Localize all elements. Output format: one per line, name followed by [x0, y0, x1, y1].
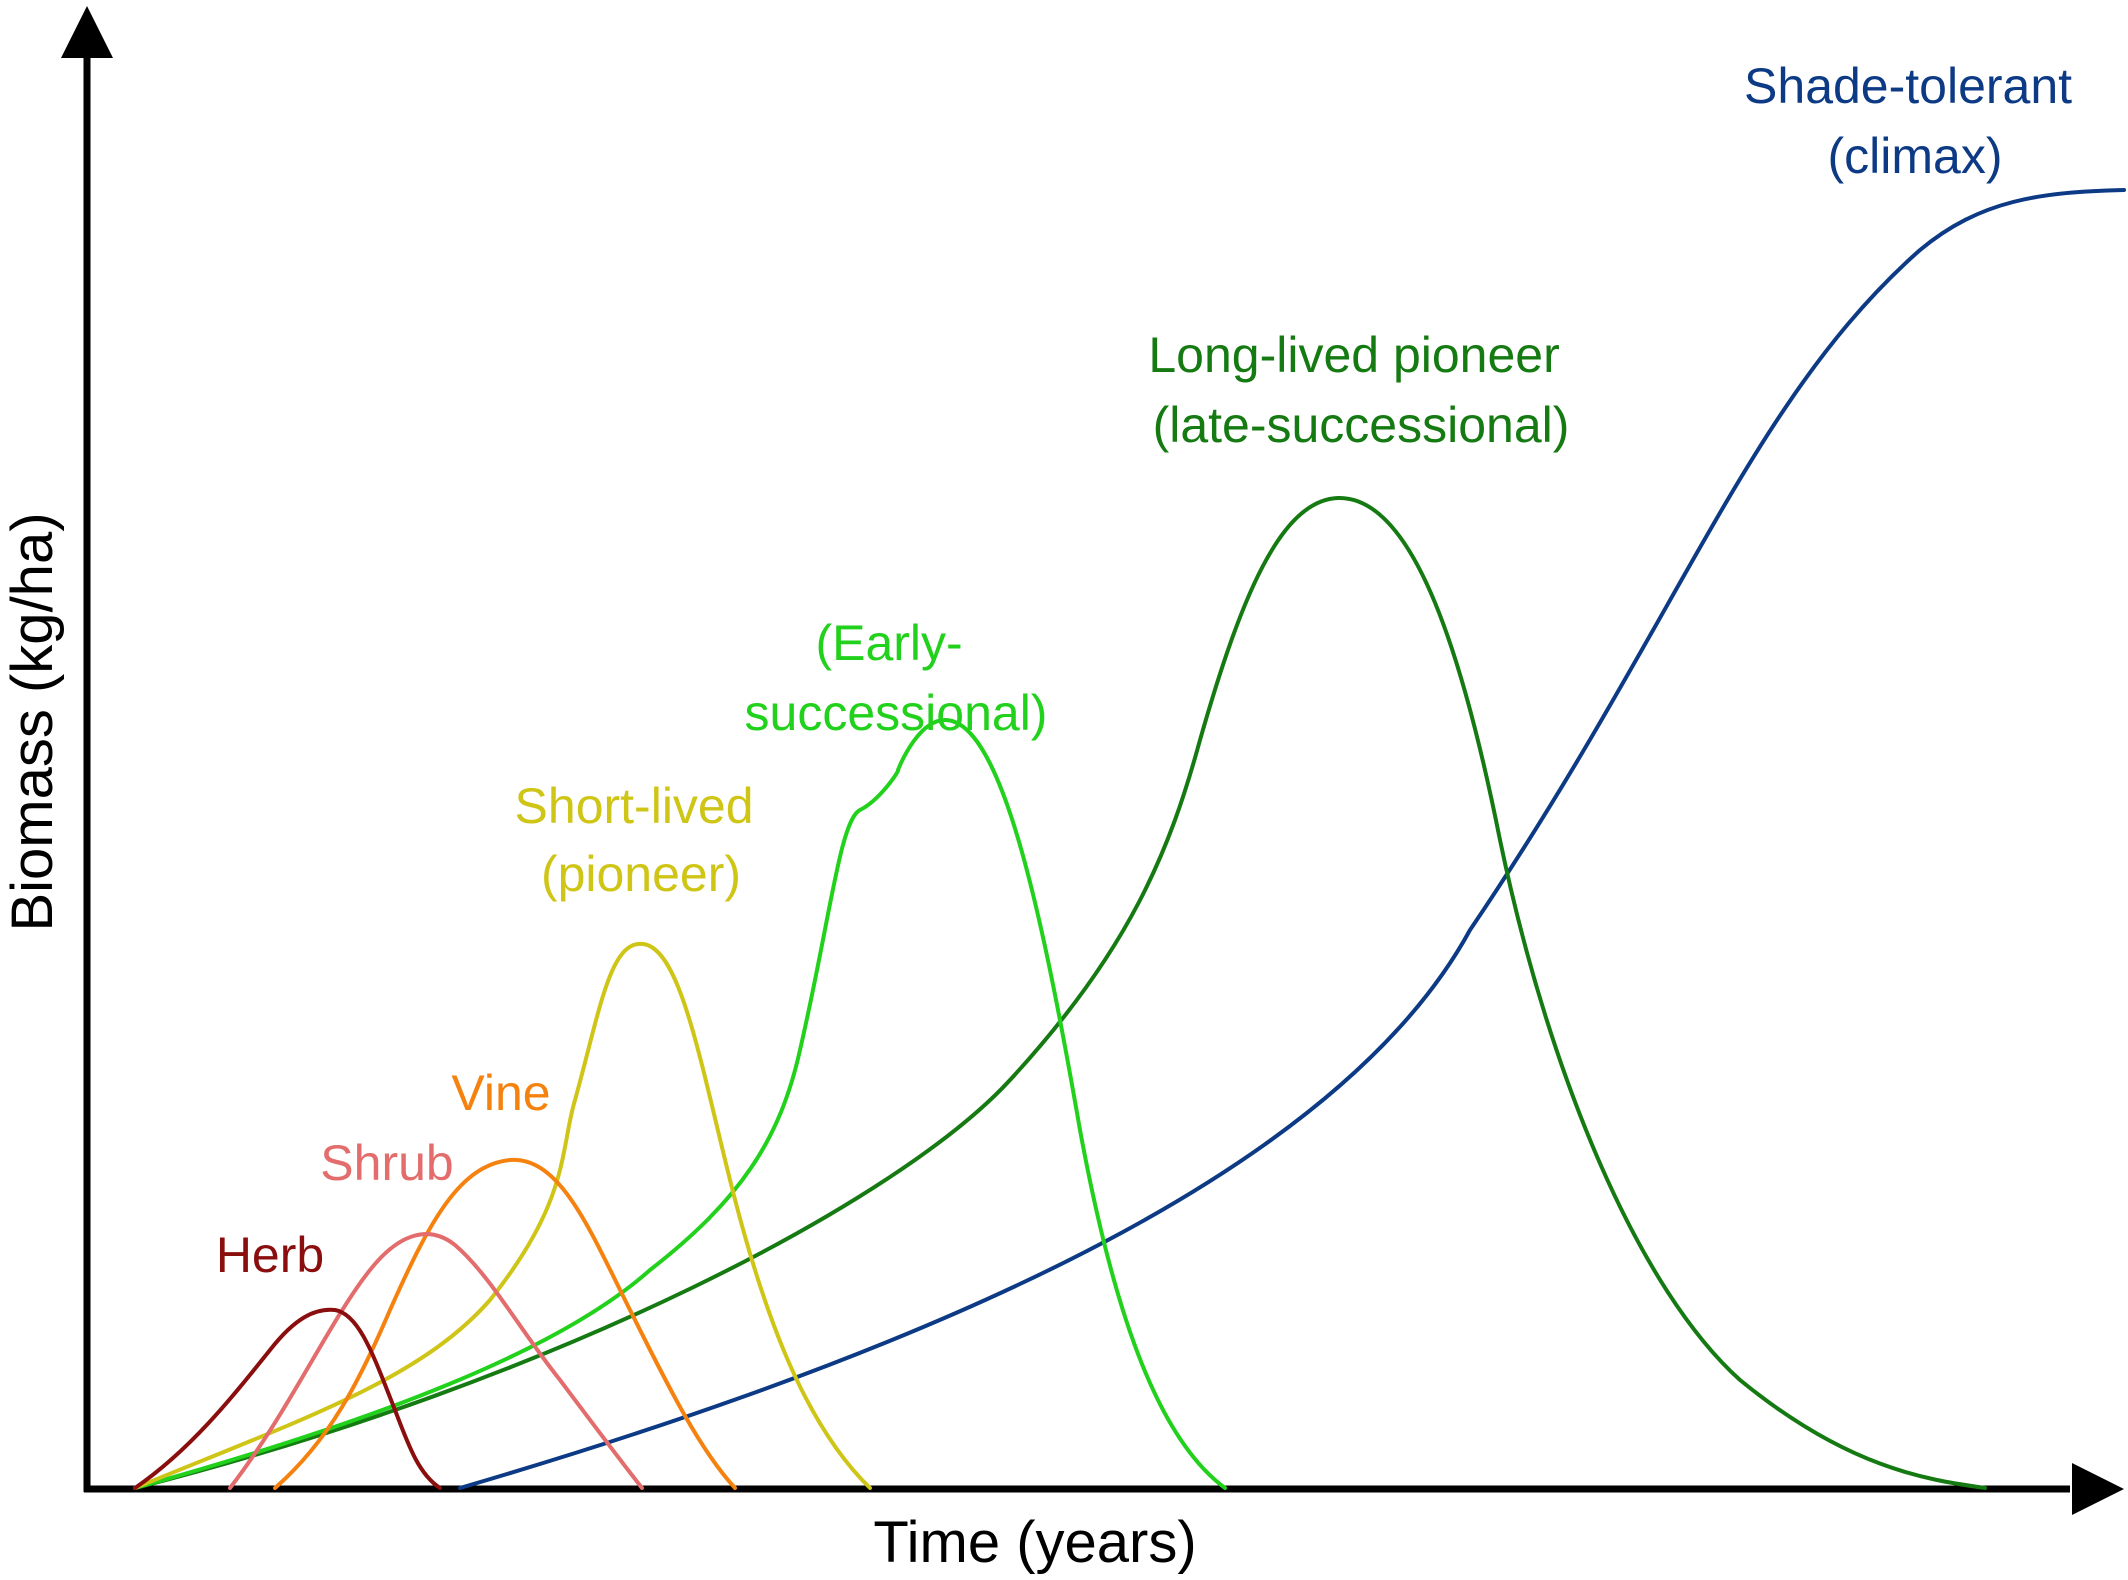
- shade-tolerant-label: Shade-tolerant (climax): [1744, 58, 2086, 184]
- early-successional-curve: [133, 718, 1227, 1490]
- x-axis-title: Time (years): [873, 1510, 1196, 1575]
- shade-tolerant-curve: [458, 188, 2126, 1490]
- series-labels: Herb Shrub Vine Short-lived (pioneer) (E…: [216, 58, 2086, 1283]
- short-lived-label: Short-lived (pioneer): [515, 778, 768, 902]
- axes: [61, 6, 2124, 1515]
- y-axis-title: Biomass (kg/ha): [0, 512, 65, 931]
- shrub-curve: [228, 1232, 644, 1490]
- herb-label: Herb: [216, 1227, 324, 1283]
- long-lived-pioneer-label: Long-lived pioneer (late-successional): [1148, 327, 1573, 453]
- vine-curve: [273, 1157, 737, 1490]
- x-axis-arrow: [2072, 1463, 2124, 1515]
- early-successional-label: (Early- successional): [745, 615, 1048, 741]
- vine-label: Vine: [451, 1065, 550, 1121]
- long-lived-pioneer-curve: [133, 495, 1987, 1490]
- herb-curve: [133, 1307, 442, 1490]
- shrub-label: Shrub: [320, 1135, 453, 1191]
- short-lived-pioneer-curve: [133, 941, 872, 1490]
- curves: [133, 188, 2126, 1490]
- y-axis-arrow: [61, 6, 113, 58]
